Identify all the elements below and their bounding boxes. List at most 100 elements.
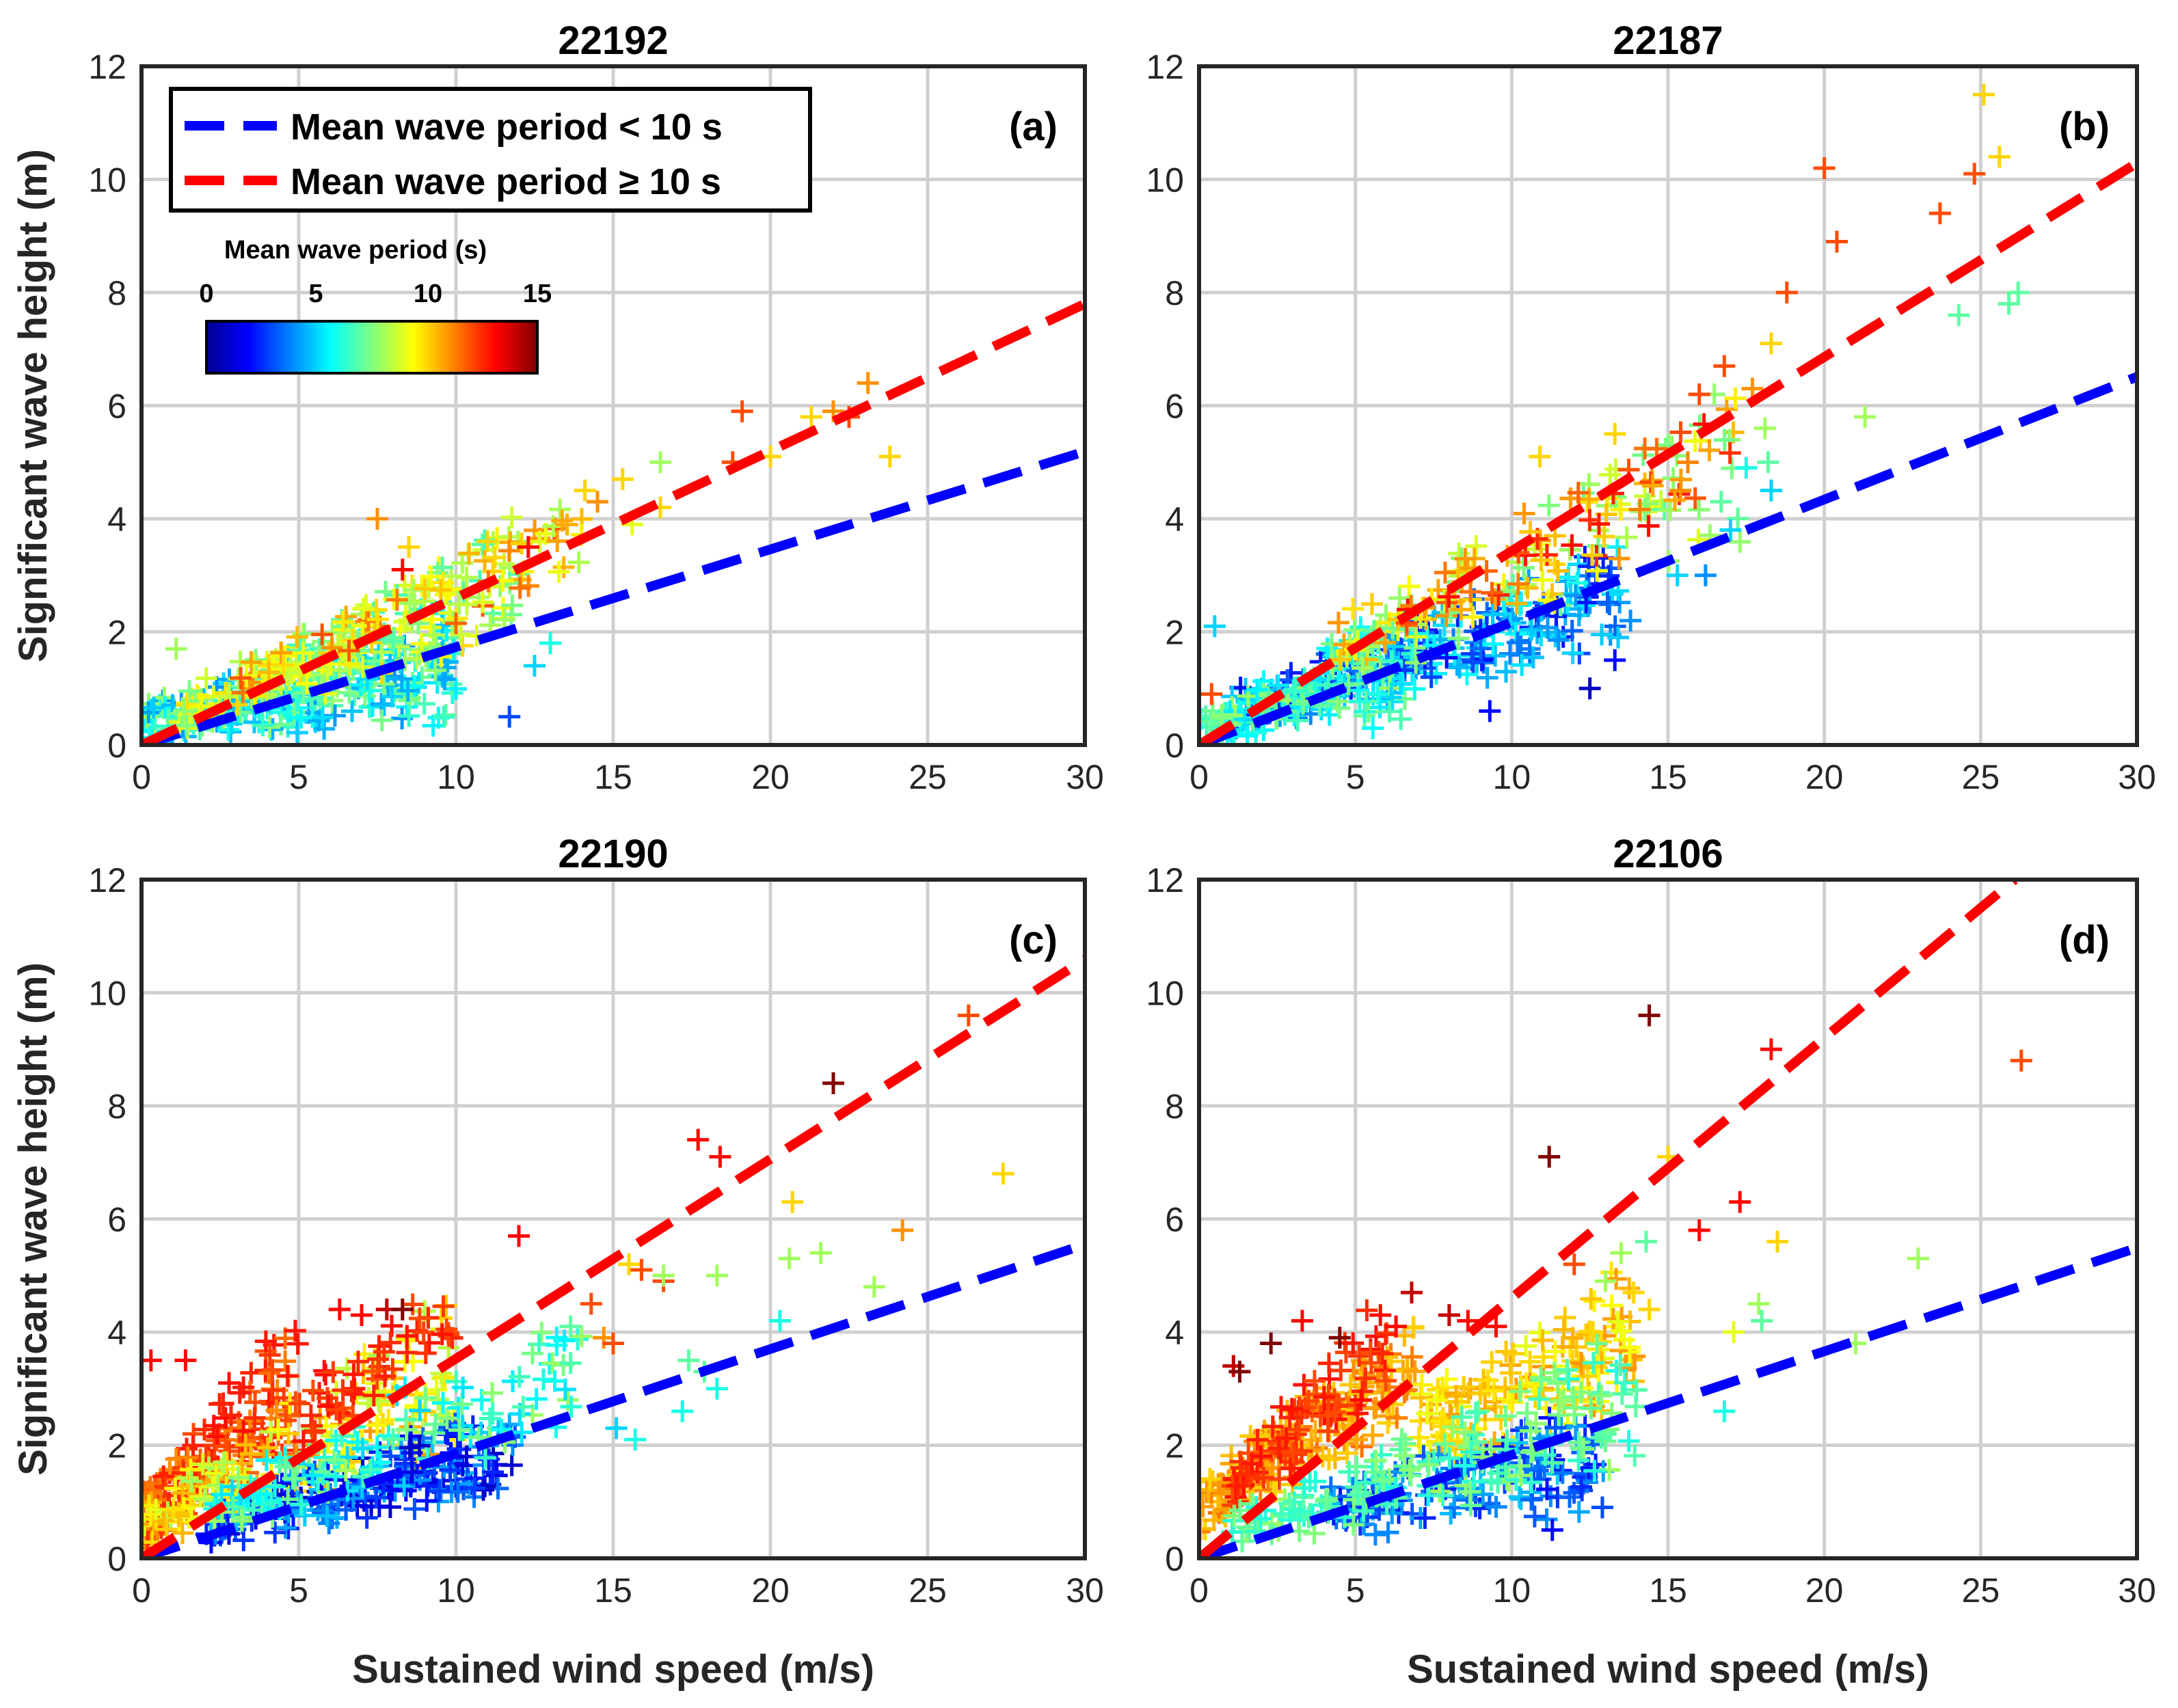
scatter-point [1688,383,1710,405]
scatter-point [551,509,574,532]
scatter-point [1210,707,1233,729]
scatter-point [1494,1405,1517,1428]
scatter-point [365,1487,388,1509]
scatter-point [322,1361,345,1383]
panel-label: (d) [2059,918,2110,962]
scatter-point [1547,629,1570,651]
scatter-point [481,1402,504,1425]
scatter-point [1418,1454,1440,1476]
scatter-point [401,1461,423,1484]
scatter-point [1520,1441,1542,1463]
scatter-point [1556,1359,1578,1381]
scatter-point [1420,666,1442,688]
fit-line-long-period [1199,880,2018,1558]
scatter-point [1719,442,1741,464]
axes-frame [139,64,1087,747]
scatter-point [244,649,267,671]
y-tick-label: 6 [1165,388,1184,426]
axes-frame [1197,64,2139,747]
y-tick-label: 10 [88,975,126,1013]
scatter-point [1624,1444,1646,1467]
x-tick-label: 30 [1066,1571,1104,1610]
scatter-point [1481,1351,1503,1373]
scatter-point [1506,1431,1529,1454]
scatter-point [1760,479,1782,502]
scatter-point [1342,597,1364,620]
scatter-point [1594,1430,1617,1452]
x-tick-label: 10 [437,1571,475,1610]
scatter-point [1559,539,1581,561]
scatter-point [1622,1282,1645,1304]
scatter-point [1405,651,1427,674]
scatter-point [416,1489,438,1512]
scatter-point [1669,421,1692,444]
scatter-point [193,1488,216,1510]
scatter-point [232,1529,255,1551]
scatter-point [1590,1426,1613,1449]
scatter-point [1578,677,1601,700]
scatter-point [403,1497,426,1520]
scatter-point [1454,547,1477,570]
scatter-point [508,1225,530,1247]
x-tick-label: 0 [132,1571,151,1610]
scatter-point [1279,1457,1302,1480]
scatter-point [580,1292,602,1315]
scatter-point [301,1464,324,1487]
scatter-point [290,707,312,729]
y-tick-label: 8 [107,274,126,312]
scatter-point [396,679,419,702]
scatter-point [1484,645,1507,667]
scatter-point [1345,1455,1368,1478]
scatter-point [809,1242,832,1264]
scatter-point [1572,1356,1595,1379]
scatter-point [1666,564,1689,586]
scatter-point [448,1419,471,1441]
scatter-point [193,1418,215,1441]
scatter-point [1519,1351,1542,1373]
scatter-point [311,706,334,729]
scatter-point [1729,530,1751,553]
scatter-point [1568,553,1590,575]
scatter-point [546,530,569,552]
scatter-point [1356,1299,1378,1322]
colorbar: Mean wave period (s) 0 5 10 15 [199,236,552,375]
y-tick-label: 12 [88,48,126,86]
scatter-point [1329,649,1352,671]
scatter-point [195,667,217,690]
scatter-point [1676,451,1699,474]
scatter-point [1501,608,1523,630]
scatter-point [494,608,516,631]
y-tick-label: 4 [1165,500,1184,539]
scatter-point [574,479,596,502]
panel-22192: 0 5 10 15 20 25 30 0 2 4 6 8 10 12 22192 (a) [88,18,1103,796]
scatter-point [1558,1486,1581,1508]
scatter-point [1544,1416,1567,1439]
scatter-point [293,1504,316,1527]
scatter-point [1928,202,1951,225]
scatter-points [1199,83,2030,745]
scatter-point [439,1459,461,1481]
scatter-point [154,1476,176,1498]
scatter-point [361,1456,384,1478]
colorbar-tick-10: 10 [414,280,442,308]
scatter-point [1388,587,1411,610]
scatter-point [1570,1436,1592,1459]
scatter-point [232,1420,255,1442]
scatter-point [1548,1390,1571,1413]
scatter-point [1282,681,1305,703]
scatter-point [381,630,404,653]
scatter-point [202,1415,225,1437]
scatter-point [1348,1344,1371,1367]
scatter-point [176,714,198,737]
y-tick-label: 4 [107,1314,126,1352]
scatter-point [264,1476,286,1498]
scatter-point [1343,619,1366,641]
scatter-point [1332,634,1355,656]
scatter-point [559,1315,582,1338]
scatter-point [1694,564,1717,586]
scatter-point [1775,282,1798,303]
scatter-point [1375,1370,1397,1392]
scatter-point [1988,146,2011,168]
scatter-point [255,1449,278,1472]
scatter-point [394,1351,416,1373]
